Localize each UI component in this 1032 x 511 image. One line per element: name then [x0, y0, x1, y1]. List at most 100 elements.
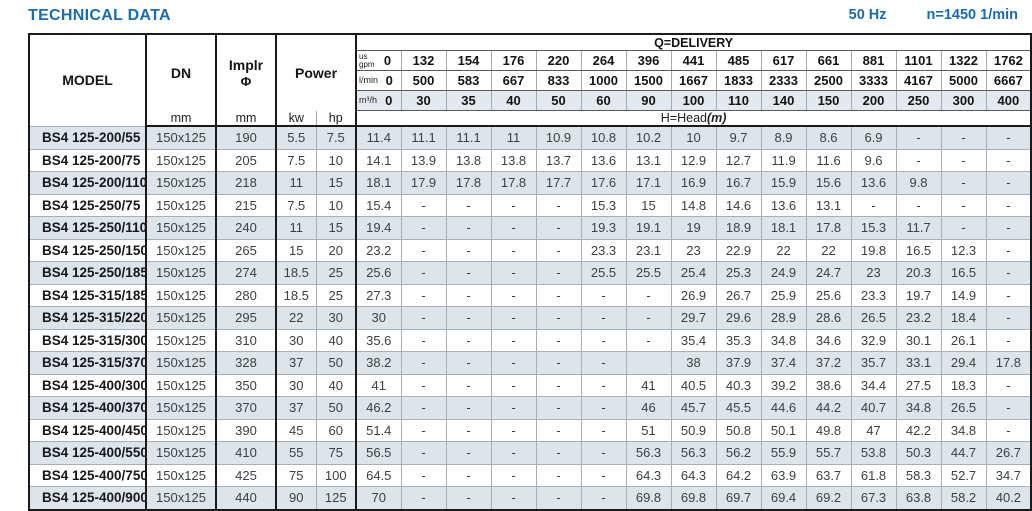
- head-cell: 17.8: [490, 171, 537, 194]
- head-cell: 18.1: [355, 171, 402, 194]
- head-cell: -: [535, 283, 582, 307]
- head-cell: -: [535, 418, 582, 442]
- head-cell: -: [940, 216, 987, 239]
- top-bar: TECHNICAL DATA 50 Hz n=1450 1/min: [0, 0, 1032, 31]
- power-kw-cell: 75: [275, 463, 316, 487]
- head-cell: 25.6: [355, 261, 402, 284]
- model-cell: BS4 125-250/185: [29, 261, 146, 284]
- head-cell: 61.8: [850, 463, 897, 487]
- table-row: BS4 125-250/185 150x125 274 18.5 25 25.6- - - -2…: [29, 261, 1032, 284]
- head-cell: -: [400, 396, 447, 419]
- head-cell: 11: [490, 125, 537, 149]
- head-cell: 69.2: [805, 486, 852, 510]
- head-cell: -: [445, 283, 492, 307]
- table-row: BS4 125-400/750 150x125 425 75 100 64.5- - - - -6…: [29, 463, 1032, 487]
- head-cell: 11.4: [355, 125, 402, 149]
- speed-label: n=1450 1/min: [926, 7, 1018, 23]
- head-cell: 13.1: [625, 148, 672, 172]
- power-hp-cell: 100: [315, 463, 357, 487]
- unit-label: l/min: [359, 75, 379, 85]
- delivery-header-cell: 5000: [940, 70, 987, 91]
- power-kw-cell: 7.5: [275, 148, 316, 172]
- head-cell: -: [940, 171, 987, 194]
- dn-cell: 150x125: [145, 373, 216, 397]
- head-cell: 35.4: [670, 328, 717, 352]
- head-cell: -: [580, 418, 627, 442]
- head-cell: -: [580, 486, 627, 510]
- dn-cell: 150x125: [145, 441, 216, 464]
- col-header-power: Power: [276, 34, 358, 111]
- head-cell: 22: [760, 238, 807, 262]
- head-cell: 15.3: [580, 193, 627, 217]
- power-hp-cell: 60: [315, 418, 357, 442]
- head-cell: 35.3: [715, 328, 762, 352]
- impeller-cell: 310: [215, 328, 276, 352]
- model-cell: BS4 125-200/75: [29, 148, 146, 172]
- head-cell: -: [895, 125, 942, 149]
- impeller-cell: 440: [215, 486, 276, 510]
- header-meta: 50 Hz n=1450 1/min: [849, 7, 1018, 23]
- head-cell: 18.4: [940, 306, 987, 329]
- head-cell: -: [985, 193, 1032, 217]
- power-hp-cell: 75: [315, 441, 357, 464]
- head-cell: -: [445, 328, 492, 352]
- head-cell: 19.3: [580, 216, 627, 239]
- power-kw-cell: 11: [275, 216, 316, 239]
- impeller-cell: 280: [215, 283, 276, 307]
- delivery-header-cell: 396: [625, 50, 672, 71]
- head-cell: 49.8: [805, 418, 852, 442]
- head-cell: -: [490, 261, 537, 284]
- delivery-header-cell: 3333: [850, 70, 897, 91]
- head-cell: 22: [805, 238, 852, 262]
- head-cell: 15: [625, 193, 672, 217]
- power-hp-cell: 25: [315, 283, 357, 307]
- head-cell: -: [940, 148, 987, 172]
- head-cell: 30.1: [895, 328, 942, 352]
- delivery-header-cell: 132: [400, 50, 447, 71]
- head-cell: -: [445, 261, 492, 284]
- dn-cell: 150x125: [145, 328, 216, 352]
- table-row: BS4 125-315/185 150x125 280 18.5 25 27.3- - - - -…: [29, 283, 1032, 307]
- head-cell: 64.2: [715, 463, 762, 487]
- head-unit-label: (m): [707, 111, 727, 125]
- head-cell: [625, 351, 672, 374]
- delivery-header-cell: 2333: [760, 70, 807, 91]
- delivery-header-cell: 2500: [805, 70, 852, 91]
- head-cell: -: [535, 486, 582, 510]
- head-cell: -: [490, 306, 537, 329]
- table-row: BS4 125-200/75 150x125 205 7.5 10 14.1 13.9 13.…: [29, 148, 1032, 172]
- units-row: mm mm kw hp H=Head(m): [29, 110, 1032, 127]
- dn-cell: 150x125: [145, 148, 216, 172]
- head-cell: -: [985, 306, 1032, 329]
- head-cell: -: [400, 441, 447, 464]
- head-cell: -: [400, 238, 447, 262]
- head-cell: 64.3: [670, 463, 717, 487]
- head-cell: 14.8: [670, 193, 717, 217]
- delivery-header-cell: 1667: [670, 70, 717, 91]
- impeller-cell: 350: [215, 373, 276, 397]
- power-kw-cell: 30: [275, 328, 316, 352]
- impeller-diameter-symbol: Φ: [240, 73, 252, 89]
- head-cell: 23.3: [850, 283, 897, 307]
- head-cell: 14.1: [355, 148, 402, 172]
- delivery-row-usgpm: us gpm 0 132 154 176 220 264 396 441 485 617 661 881 1…: [29, 50, 1032, 71]
- power-hp-cell: 15: [315, 171, 357, 194]
- delivery-header-cell: 485: [715, 50, 762, 71]
- dn-cell: 150x125: [145, 396, 216, 419]
- head-cell: 40.5: [670, 373, 717, 397]
- head-cell: 19.4: [355, 216, 402, 239]
- head-cell: 38: [670, 351, 717, 374]
- head-cell: 38.6: [805, 373, 852, 397]
- delivery-value: 0: [385, 73, 393, 88]
- head-cell: 12.9: [670, 148, 717, 172]
- head-cell: 40.3: [715, 373, 762, 397]
- head-cell: 27.3: [355, 283, 402, 307]
- head-cell: 26.5: [940, 396, 987, 419]
- head-cell: -: [445, 373, 492, 397]
- head-cell: -: [400, 193, 447, 217]
- power-hp-cell: 50: [315, 351, 357, 374]
- head-cell: 37.4: [760, 351, 807, 374]
- head-cell: 15.3: [850, 216, 897, 239]
- dn-cell: 150x125: [145, 351, 216, 374]
- head-cell: 34.4: [850, 373, 897, 397]
